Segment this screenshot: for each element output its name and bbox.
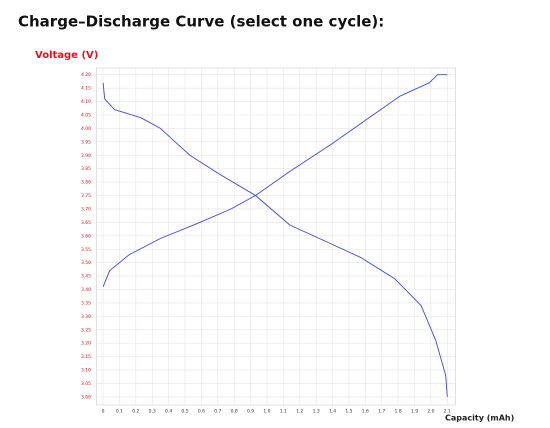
x-tick-label: 1.9 <box>411 409 418 415</box>
x-tick-label: 2.1 <box>444 409 451 415</box>
x-tick-label: 0.6 <box>198 409 205 415</box>
y-tick-label: 3.00 <box>81 394 91 400</box>
y-tick-label: 3.85 <box>81 166 91 172</box>
x-tick-label: 1.6 <box>362 409 369 415</box>
y-tick-label: 4.10 <box>81 99 91 105</box>
y-tick-label: 4.05 <box>81 112 91 118</box>
x-tick-label: 1.0 <box>263 409 270 415</box>
x-tick-label: 0 <box>102 409 105 415</box>
x-tick-label: 0.1 <box>116 409 123 415</box>
x-tick-label: 1.2 <box>296 409 303 415</box>
x-tick-label: 2.0 <box>427 409 434 415</box>
x-tick-label: 1.8 <box>395 409 402 415</box>
x-tick-label: 0.5 <box>181 409 188 415</box>
y-tick-label: 4.20 <box>81 72 91 78</box>
y-tick-label: 3.05 <box>81 381 91 387</box>
chart-title: Charge–Discharge Curve (select one cycle… <box>18 13 384 31</box>
y-tick-label: 3.65 <box>81 220 91 226</box>
y-tick-label: 3.35 <box>81 300 91 306</box>
series-line <box>102 82 448 397</box>
y-tick-label: 3.80 <box>81 180 91 186</box>
x-tick-label: 0.3 <box>149 409 156 415</box>
x-tick-label: 0.8 <box>231 409 238 415</box>
y-tick-label: 4.15 <box>81 86 91 92</box>
y-tick-label: 3.20 <box>81 341 91 347</box>
y-tick-label: 4.00 <box>81 126 91 132</box>
y-tick-label: 3.15 <box>81 354 91 360</box>
y-tick-label: 3.25 <box>81 327 91 333</box>
x-tick-label: 1.4 <box>329 409 336 415</box>
y-tick-label: 3.55 <box>81 247 91 253</box>
x-tick-label: 0.4 <box>165 409 172 415</box>
x-tick-label: 0.7 <box>214 409 221 415</box>
y-tick-label: 3.30 <box>81 314 91 320</box>
y-tick-label: 3.60 <box>81 233 91 239</box>
x-tick-label: 0.2 <box>132 409 139 415</box>
y-tick-label: 3.70 <box>81 206 91 212</box>
y-axis-label: Voltage (V) <box>35 50 98 61</box>
y-tick-label: 3.75 <box>81 193 91 199</box>
y-tick-label: 3.45 <box>81 274 91 280</box>
x-tick-label: 1.7 <box>378 409 385 415</box>
plot-area <box>96 67 456 406</box>
x-axis-label: Capacity (mAh) <box>445 414 514 423</box>
x-tick-label: 0.9 <box>247 409 254 415</box>
y-tick-label: 3.10 <box>81 368 91 374</box>
x-tick-label: 1.5 <box>345 409 352 415</box>
series-line <box>102 74 448 287</box>
y-tick-label: 3.95 <box>81 139 91 145</box>
y-tick-label: 3.90 <box>81 153 91 159</box>
x-tick-label: 1.1 <box>280 409 287 415</box>
x-tick-label: 1.3 <box>313 409 320 415</box>
y-tick-label: 3.40 <box>81 287 91 293</box>
y-tick-label: 3.50 <box>81 260 91 266</box>
